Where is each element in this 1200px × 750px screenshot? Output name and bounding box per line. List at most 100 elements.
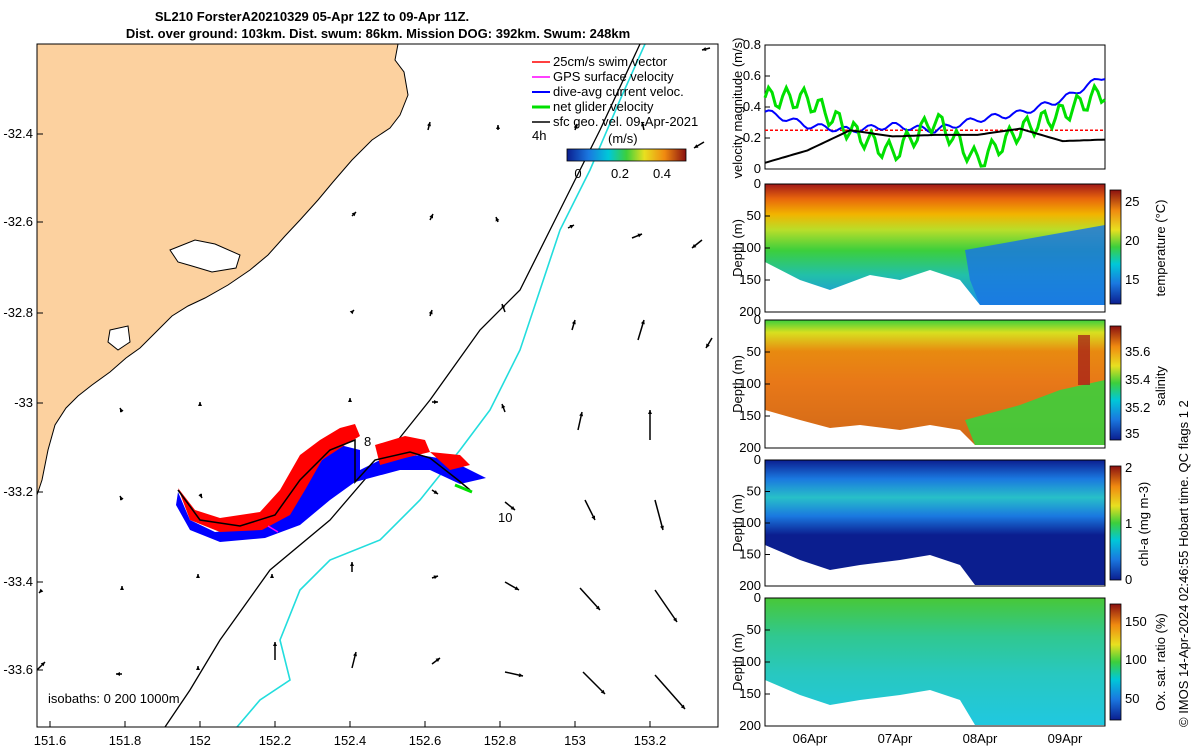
velocity-series-line xyxy=(763,82,1106,168)
temperature-section: 25 20 15 temperature (°C) Depth (m) 0 50 1… xyxy=(730,176,1168,319)
temperature-colorbar xyxy=(1109,189,1122,305)
map-x-tick-label: 153.2 xyxy=(634,733,667,748)
sfc-vector-head xyxy=(660,525,664,530)
sfc-vector-head xyxy=(501,304,506,309)
sfc-vector-head xyxy=(435,658,440,662)
sfc-vector-head xyxy=(680,704,685,709)
time-tick-07apr: 07Apr xyxy=(878,731,913,746)
sfc-vector-head xyxy=(433,490,438,494)
legend-gps: GPS surface velocity xyxy=(553,69,674,84)
sfc-vector-head xyxy=(579,412,584,417)
sfc-vector-head xyxy=(692,243,697,248)
oxygen-label: Ox. sat. ratio (%) xyxy=(1153,613,1168,711)
temperature-cb-25: 25 xyxy=(1125,194,1139,209)
colorbar-tick-0: 0 xyxy=(574,166,581,181)
chla-label: chl-a (mg m-3) xyxy=(1136,482,1151,567)
salinity-y-ticks: 0 50 100 150 200 xyxy=(739,312,770,455)
sfc-vector-head xyxy=(196,666,200,670)
map-axes xyxy=(36,43,719,728)
sfc-vector xyxy=(654,499,664,531)
time-tick-08apr: 08Apr xyxy=(963,731,998,746)
oxygen-ylabel: Depth (m) xyxy=(730,633,745,691)
velocity-y-tick-label: 0.2 xyxy=(743,130,761,145)
sfc-vector-head xyxy=(510,505,515,510)
oxygen-cb-100: 100 xyxy=(1125,652,1147,667)
depth-tick-label: 100 xyxy=(739,240,761,255)
sfc-vector-head xyxy=(273,642,277,646)
velocity-ylabel: velocity magnitude (m/s) xyxy=(730,38,745,179)
sfc-vector xyxy=(579,587,601,611)
salinity-low-water xyxy=(965,380,1105,445)
map-x-tick-label: 153 xyxy=(564,733,586,748)
sfc-vector-head xyxy=(353,652,357,657)
track-label-8: 8 xyxy=(364,434,371,449)
sfc-vector-head xyxy=(648,410,652,414)
depth-tick-label: 100 xyxy=(739,515,761,530)
velocity-y-tick-label: 0.6 xyxy=(743,68,761,83)
legend-dive: dive-avg current veloc. xyxy=(553,84,684,99)
sfc-vector-head xyxy=(429,214,433,219)
sfc-vector-head xyxy=(600,689,605,694)
track-path xyxy=(177,438,471,527)
salinity-high-streak xyxy=(1078,335,1090,385)
map-x-tick-label: 152 xyxy=(189,733,211,748)
depth-tick-label: 200 xyxy=(739,440,761,455)
velocity-y-ticks: 0 0.2 0.4 0.6 0.8 xyxy=(743,37,770,176)
map-x-tick-label: 151.8 xyxy=(109,733,142,748)
oxygen-field xyxy=(765,598,1105,725)
sfc-vector-head xyxy=(198,402,202,406)
velocity-series-line xyxy=(764,127,1106,164)
velocity-y-tick-label: 0 xyxy=(754,161,761,176)
title-line2: Dist. over ground: 103km. Dist. swum: 86… xyxy=(126,26,630,41)
sfc-vector-head xyxy=(349,310,354,315)
map-legend: 25cm/s swim vector GPS surface velocity … xyxy=(532,54,698,181)
salinity-section: 35.6 35.4 35.2 35 salinity Depth (m) 0 50… xyxy=(730,312,1168,455)
sfc-vector-head xyxy=(351,212,356,217)
depth-tick-label: 150 xyxy=(739,408,761,423)
temperature-label: temperature (°C) xyxy=(1153,200,1168,297)
chla-cb-1: 1 xyxy=(1125,516,1132,531)
chla-field xyxy=(765,460,1105,585)
sfc-vector-head xyxy=(434,400,438,404)
salinity-cb-354: 35.4 xyxy=(1125,372,1150,387)
gps-vector xyxy=(267,525,279,533)
chla-cb-2: 2 xyxy=(1125,460,1132,475)
temperature-ylabel: Depth (m) xyxy=(730,219,745,277)
depth-tick-label: 50 xyxy=(747,344,761,359)
depth-tick-label: 150 xyxy=(739,547,761,562)
sfc-vector-head xyxy=(569,225,574,229)
salinity-colorbar xyxy=(1109,325,1122,441)
sfc-vector-head xyxy=(433,575,438,580)
sfc-vector-head xyxy=(198,493,202,498)
time-tick-09apr: 09Apr xyxy=(1048,731,1083,746)
salinity-cb-352: 35.2 xyxy=(1125,400,1150,415)
sfc-vector xyxy=(654,674,686,710)
colorbar-title: (m/s) xyxy=(608,131,638,146)
map-y-tick-label: -32.4 xyxy=(3,126,33,141)
sfc-vector-head xyxy=(427,122,431,127)
depth-tick-label: 0 xyxy=(754,590,761,605)
map-panel: 8 10 151.6 151.8 152 152.2 152.4 152.6 152.8 15… xyxy=(3,43,719,748)
isobath-1000 xyxy=(236,44,646,727)
depth-tick-label: 150 xyxy=(739,686,761,701)
depth-tick-label: 200 xyxy=(739,578,761,593)
isobath-200 xyxy=(164,44,641,727)
oxygen-cb-150: 150 xyxy=(1125,614,1147,629)
sfc-vector-head xyxy=(496,125,500,129)
velocity-series-line xyxy=(764,77,1106,134)
sfc-vector-head xyxy=(641,122,645,127)
sfc-vector-head xyxy=(120,496,124,501)
depth-tick-label: 0 xyxy=(754,312,761,327)
sfc-vector-head xyxy=(495,217,500,222)
salinity-ylabel: Depth (m) xyxy=(730,355,745,413)
chla-y-ticks: 0 50 100 150 200 xyxy=(739,452,770,593)
depth-tick-label: 50 xyxy=(747,208,761,223)
temperature-y-ticks: 0 50 100 150 200 xyxy=(739,176,770,319)
sfc-vector-head xyxy=(637,233,642,238)
sfc-vector-head xyxy=(40,662,45,667)
temperature-cb-15: 15 xyxy=(1125,272,1139,287)
depth-tick-label: 0 xyxy=(754,176,761,191)
credit-text: © IMOS 14-Apr-2024 02:46:55 Hobart time.… xyxy=(1176,400,1191,727)
map-x-tick-label: 152.8 xyxy=(484,733,517,748)
